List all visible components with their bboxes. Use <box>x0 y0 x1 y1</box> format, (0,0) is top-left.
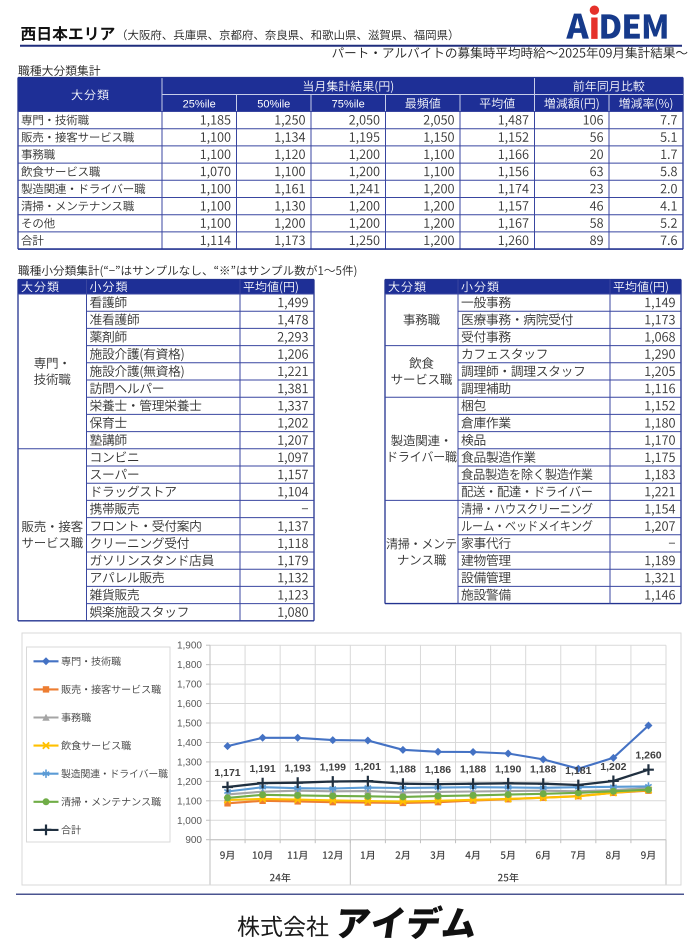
svg-text:1,190: 1,190 <box>495 763 521 775</box>
svg-text:1,600: 1,600 <box>177 699 202 710</box>
svg-text:1,188: 1,188 <box>390 764 416 776</box>
svg-text:1,191: 1,191 <box>249 763 275 775</box>
svg-text:75%ile: 75%ile <box>332 99 365 111</box>
svg-text:1,201: 1,201 <box>355 761 381 773</box>
svg-text:1,700: 1,700 <box>177 680 202 691</box>
svg-text:1,188: 1,188 <box>460 764 486 776</box>
svg-text:1,188: 1,188 <box>530 764 556 776</box>
svg-text:1,193: 1,193 <box>285 763 311 775</box>
svg-text:25%ile: 25%ile <box>183 99 216 111</box>
svg-text:1,000: 1,000 <box>177 816 202 827</box>
svg-text:900: 900 <box>185 835 202 846</box>
svg-text:1,500: 1,500 <box>177 719 202 730</box>
svg-text:1,400: 1,400 <box>177 738 202 749</box>
svg-text:50%ile: 50%ile <box>257 99 290 111</box>
svg-text:1,800: 1,800 <box>177 660 202 671</box>
svg-text:1,100: 1,100 <box>177 796 202 807</box>
svg-text:1,900: 1,900 <box>177 641 202 652</box>
svg-text:1,199: 1,199 <box>320 762 346 774</box>
svg-text:1,181: 1,181 <box>565 765 591 777</box>
svg-text:1,186: 1,186 <box>425 764 451 776</box>
svg-text:1,200: 1,200 <box>177 777 202 788</box>
svg-text:1,171: 1,171 <box>214 767 240 779</box>
svg-text:1,260: 1,260 <box>635 750 661 762</box>
svg-text:1,300: 1,300 <box>177 757 202 768</box>
svg-text:1,202: 1,202 <box>600 761 626 773</box>
